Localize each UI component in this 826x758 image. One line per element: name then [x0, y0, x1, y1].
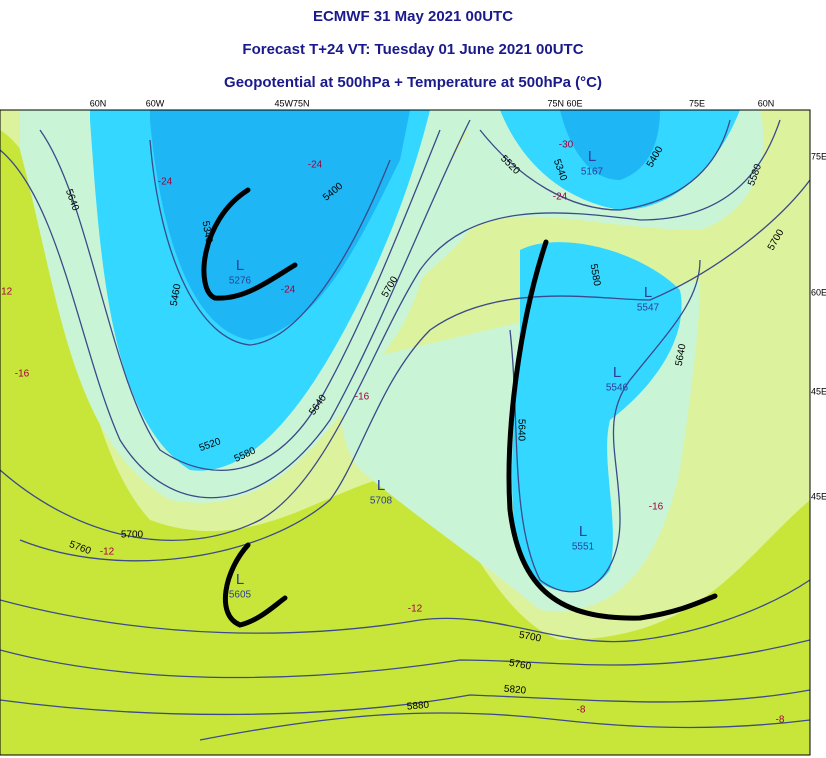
temperature-label: -12: [0, 287, 13, 298]
temperature-label: -8: [577, 705, 586, 716]
contour: [0, 639, 810, 679]
top-edge-label: 60N: [90, 98, 107, 108]
contour-label: 5700: [121, 530, 144, 541]
trough-line: [201, 187, 298, 301]
low-symbol: L: [613, 364, 621, 381]
contour-label: 5580: [588, 263, 603, 287]
subtitle: Forecast T+24 VT: Tuesday 01 June 2021 0…: [242, 41, 583, 58]
contour: [479, 119, 731, 211]
temperature-label: -24: [553, 192, 568, 203]
contour: [0, 579, 810, 643]
low-value: 5547: [637, 303, 660, 314]
low-symbol: L: [236, 257, 244, 274]
right-edge-label: 60E: [811, 287, 826, 297]
contour-label: 5640: [674, 343, 689, 367]
contour-label: 5460: [169, 283, 184, 307]
contour: [0, 119, 781, 542]
temperature-label: -12: [100, 547, 115, 558]
right-edge-label: 45E: [811, 491, 826, 501]
low-value: 5546: [606, 383, 629, 394]
right-edge-label: 75E: [811, 151, 826, 161]
contour-label: 5880: [406, 700, 430, 713]
contour-label: 5340: [200, 220, 215, 244]
low-value: 5708: [370, 496, 393, 507]
contour: [39, 129, 441, 472]
contour-label: 5640: [515, 419, 526, 442]
title: ECMWF 31 May 2021 00UTC: [313, 8, 513, 25]
low-symbol: L: [377, 477, 385, 494]
contour-label: 5820: [503, 684, 527, 697]
low-value: 5276: [229, 276, 252, 287]
field-very-cold: [150, 110, 410, 340]
top-edge-label: 60W: [146, 98, 165, 108]
low-symbol: L: [236, 571, 244, 588]
contour: [19, 179, 810, 562]
field-cold-east: [512, 242, 682, 592]
low-value: 5605: [229, 590, 252, 601]
temperature-label: -24: [281, 285, 296, 296]
contour: [509, 259, 701, 593]
temperature-label: -24: [308, 160, 323, 171]
trough-line: [506, 239, 718, 621]
contour-label: 5760: [508, 658, 532, 673]
temperature-label: -12: [408, 604, 423, 615]
temperature-label: -24: [158, 177, 173, 188]
low-symbol: L: [588, 148, 596, 165]
temperature-label: -8: [776, 715, 785, 726]
contour: [199, 712, 810, 741]
trough-line: [223, 542, 288, 628]
temperature-label: -30: [559, 140, 574, 151]
right-edge-label: 45E: [811, 386, 826, 396]
low-symbol: L: [644, 284, 652, 301]
contour: [0, 689, 810, 716]
low-symbol: L: [579, 523, 587, 540]
map-frame: [0, 109, 811, 756]
field-very-cold-north: [560, 110, 660, 180]
contour: [149, 139, 391, 346]
low-value: 5167: [581, 167, 604, 178]
low-value: 5551: [572, 542, 595, 553]
temperature-label: -16: [649, 502, 664, 513]
top-edge-label: 75E: [689, 98, 705, 108]
top-edge-label: 60N: [758, 98, 775, 108]
description: Geopotential at 500hPa + Temperature at …: [224, 74, 602, 91]
top-edge-label: 45W75N: [274, 98, 309, 108]
temperature-label: -16: [355, 392, 370, 403]
contour-label: 5700: [518, 630, 542, 645]
temperature-label: -16: [15, 369, 30, 380]
top-edge-label: 75N 60E: [547, 98, 582, 108]
contour: [0, 119, 471, 499]
map-area: [0, 110, 810, 755]
